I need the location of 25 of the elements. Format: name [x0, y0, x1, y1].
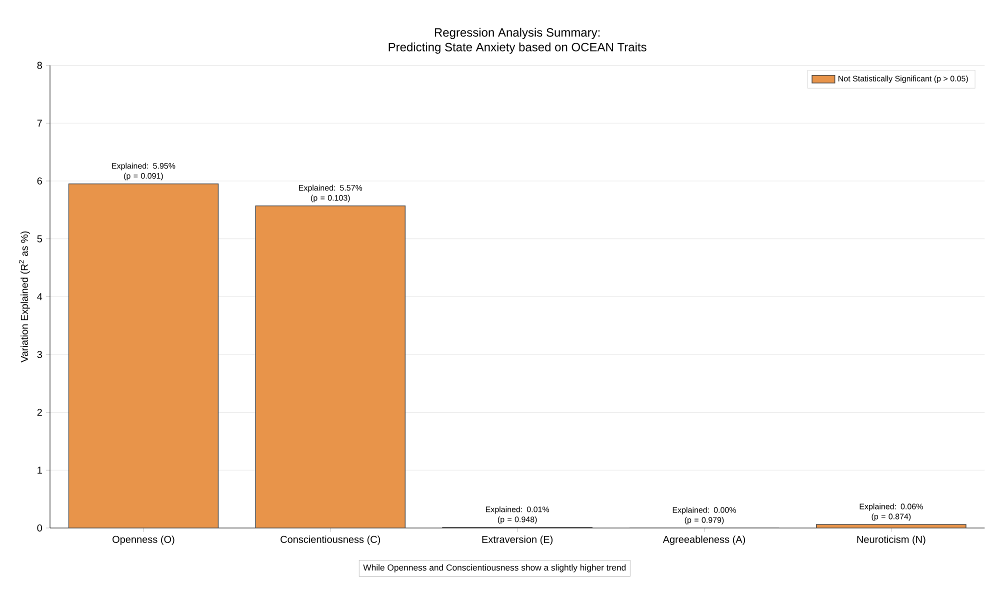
text: Explained: 0.06% (p = 0.874): [860, 503, 923, 521]
y-tick-label: 3: [37, 350, 42, 358]
legend-label: Not Statistically Significant (p > 0.05): [838, 76, 968, 83]
bar: [255, 205, 406, 528]
text: While Openness and Conscientiousness show a slightly higher trend: [363, 564, 626, 572]
text: Explained: 5.57% (p = 0.103): [299, 184, 362, 202]
y-tick-label: 7: [37, 120, 42, 127]
bar: [68, 183, 219, 528]
y-tick-label: 1: [38, 466, 42, 474]
y-tick-label: 2: [37, 408, 42, 416]
y-tick-label: 0: [37, 524, 42, 532]
x-tick-label: Conscientiousness (C): [280, 536, 380, 545]
y-axis-title: Variation Explained (R$^{2}$ as %): [18, 231, 30, 362]
x-tick-label: Agreeableness (A): [662, 536, 746, 545]
x-tick-label: Neuroticism (N): [857, 536, 926, 545]
y-tick-label: 4: [37, 293, 42, 300]
chart-title: Regression Analysis Summary: Predicting State Anxiety based on OCEAN Traits: [388, 28, 646, 54]
x-tick-label: Extraversion (E): [482, 536, 553, 545]
y-tick-label: 8: [37, 62, 42, 69]
y-tick-label: 6: [37, 177, 42, 185]
y-tick-label: 5: [37, 235, 42, 242]
text: Explained: 0.01% (p = 0.948): [486, 506, 550, 524]
x-tick-label: Openness (O): [112, 536, 174, 545]
text: Explained: 0.00% (p = 0.979): [672, 506, 736, 524]
text: Explained: 5.95% (p = 0.091): [112, 162, 176, 180]
